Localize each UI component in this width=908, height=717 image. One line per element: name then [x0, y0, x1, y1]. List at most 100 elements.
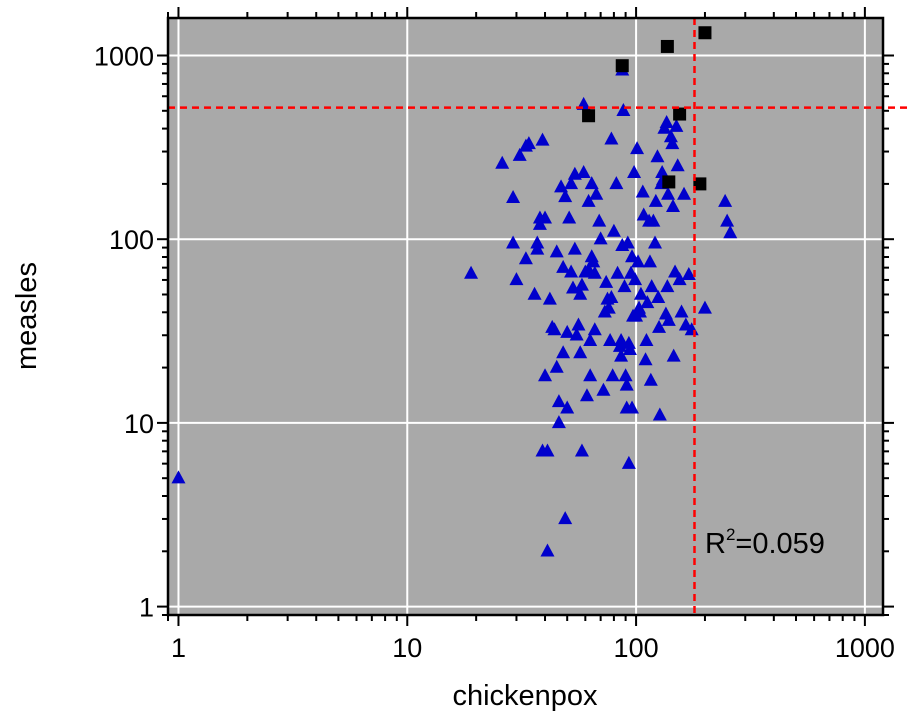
triangle-point — [573, 286, 588, 300]
triangle-point — [619, 377, 634, 391]
x-tick-label: 10 — [392, 633, 422, 663]
y-tick-label: 100 — [109, 225, 154, 255]
triangle-point — [571, 317, 586, 331]
triangle-point — [576, 164, 591, 178]
triangle-point — [681, 267, 696, 281]
triangle-point — [614, 348, 629, 362]
triangle-point — [670, 158, 685, 172]
triangle-point — [718, 193, 733, 207]
triangle-point — [677, 186, 692, 200]
triangle-point — [558, 189, 573, 203]
triangle-point — [622, 341, 637, 355]
square-point — [615, 59, 629, 73]
triangle-point — [635, 184, 650, 198]
triangle-point — [560, 324, 575, 338]
x-tick-label: 1 — [171, 633, 186, 663]
triangle-point — [650, 149, 665, 163]
square-point — [660, 39, 674, 53]
triangle-point — [617, 279, 632, 293]
triangle-point — [665, 136, 680, 150]
r-squared-base: R — [705, 528, 726, 560]
r-squared-value: =0.059 — [735, 528, 825, 560]
triangle-point — [633, 286, 648, 300]
triangle-point — [558, 511, 573, 525]
triangle-point — [661, 186, 676, 200]
triangle-point — [556, 259, 571, 273]
triangle-point — [639, 332, 654, 346]
triangle-point — [659, 115, 674, 129]
triangle-point — [628, 272, 643, 286]
triangle-point — [495, 155, 510, 169]
triangle-point — [621, 455, 636, 469]
triangle-point — [593, 231, 608, 245]
triangle-point — [669, 118, 684, 132]
triangle-point — [606, 223, 621, 237]
triangle-point — [540, 443, 555, 457]
triangle-point — [697, 300, 712, 314]
triangle-point — [551, 394, 566, 408]
triangle-point — [549, 244, 564, 258]
triangle-point — [643, 372, 658, 386]
data-points — [171, 26, 738, 557]
triangle-point — [574, 277, 589, 291]
triangle-point — [620, 235, 635, 249]
x-axis-label: chickenpox — [452, 680, 598, 712]
triangle-point — [642, 254, 657, 268]
triangle-point — [589, 186, 604, 200]
triangle-point — [547, 322, 562, 336]
triangle-point — [651, 289, 666, 303]
triangle-point — [655, 164, 670, 178]
x-tick-label: 100 — [614, 633, 659, 663]
triangle-point — [587, 322, 602, 336]
plot-background — [168, 18, 883, 615]
triangle-point — [581, 193, 596, 207]
triangle-point — [604, 131, 619, 145]
triangle-point — [632, 304, 647, 318]
triangle-point — [601, 300, 616, 314]
triangle-point — [638, 352, 653, 366]
triangle-point — [666, 199, 681, 213]
triangle-point — [506, 235, 521, 249]
triangle-point — [604, 289, 619, 303]
triangle-point — [644, 279, 659, 293]
triangle-point — [646, 213, 661, 227]
triangle-point — [599, 274, 614, 288]
triangle-point — [603, 332, 618, 346]
triangle-point — [562, 210, 577, 224]
triangle-point — [171, 470, 186, 484]
triangle-point — [583, 368, 598, 382]
triangle-point — [564, 176, 579, 190]
triangle-point — [549, 359, 564, 373]
square-point — [698, 26, 712, 40]
triangle-point — [551, 415, 566, 429]
triangle-point — [530, 241, 545, 255]
triangle-point — [640, 295, 655, 309]
x-tick-label: 1000 — [835, 633, 895, 663]
triangle-point — [569, 327, 584, 341]
square-point — [673, 107, 687, 121]
triangle-point — [625, 249, 640, 263]
axis-ticks — [157, 7, 894, 626]
triangle-point — [674, 304, 689, 318]
triangle-point — [596, 382, 611, 396]
triangle-point — [648, 235, 663, 249]
triangle-point — [720, 213, 735, 227]
r-squared-annotation: R2=0.059 — [705, 525, 825, 560]
triangle-point — [625, 400, 640, 414]
triangle-point — [579, 388, 594, 402]
triangle-point — [521, 136, 536, 150]
triangle-point — [614, 332, 629, 346]
triangle-point — [618, 368, 633, 382]
triangle-point — [538, 210, 553, 224]
triangle-point — [652, 407, 667, 421]
triangle-point — [535, 132, 550, 146]
triangle-point — [518, 251, 533, 265]
triangle-point — [464, 265, 479, 279]
triangle-point — [605, 368, 620, 382]
triangle-point — [621, 335, 636, 349]
triangle-point — [648, 193, 663, 207]
triangle-point — [627, 164, 642, 178]
y-tick-label: 1 — [139, 593, 154, 623]
triangle-point — [631, 254, 646, 268]
grid-lines — [168, 18, 883, 615]
